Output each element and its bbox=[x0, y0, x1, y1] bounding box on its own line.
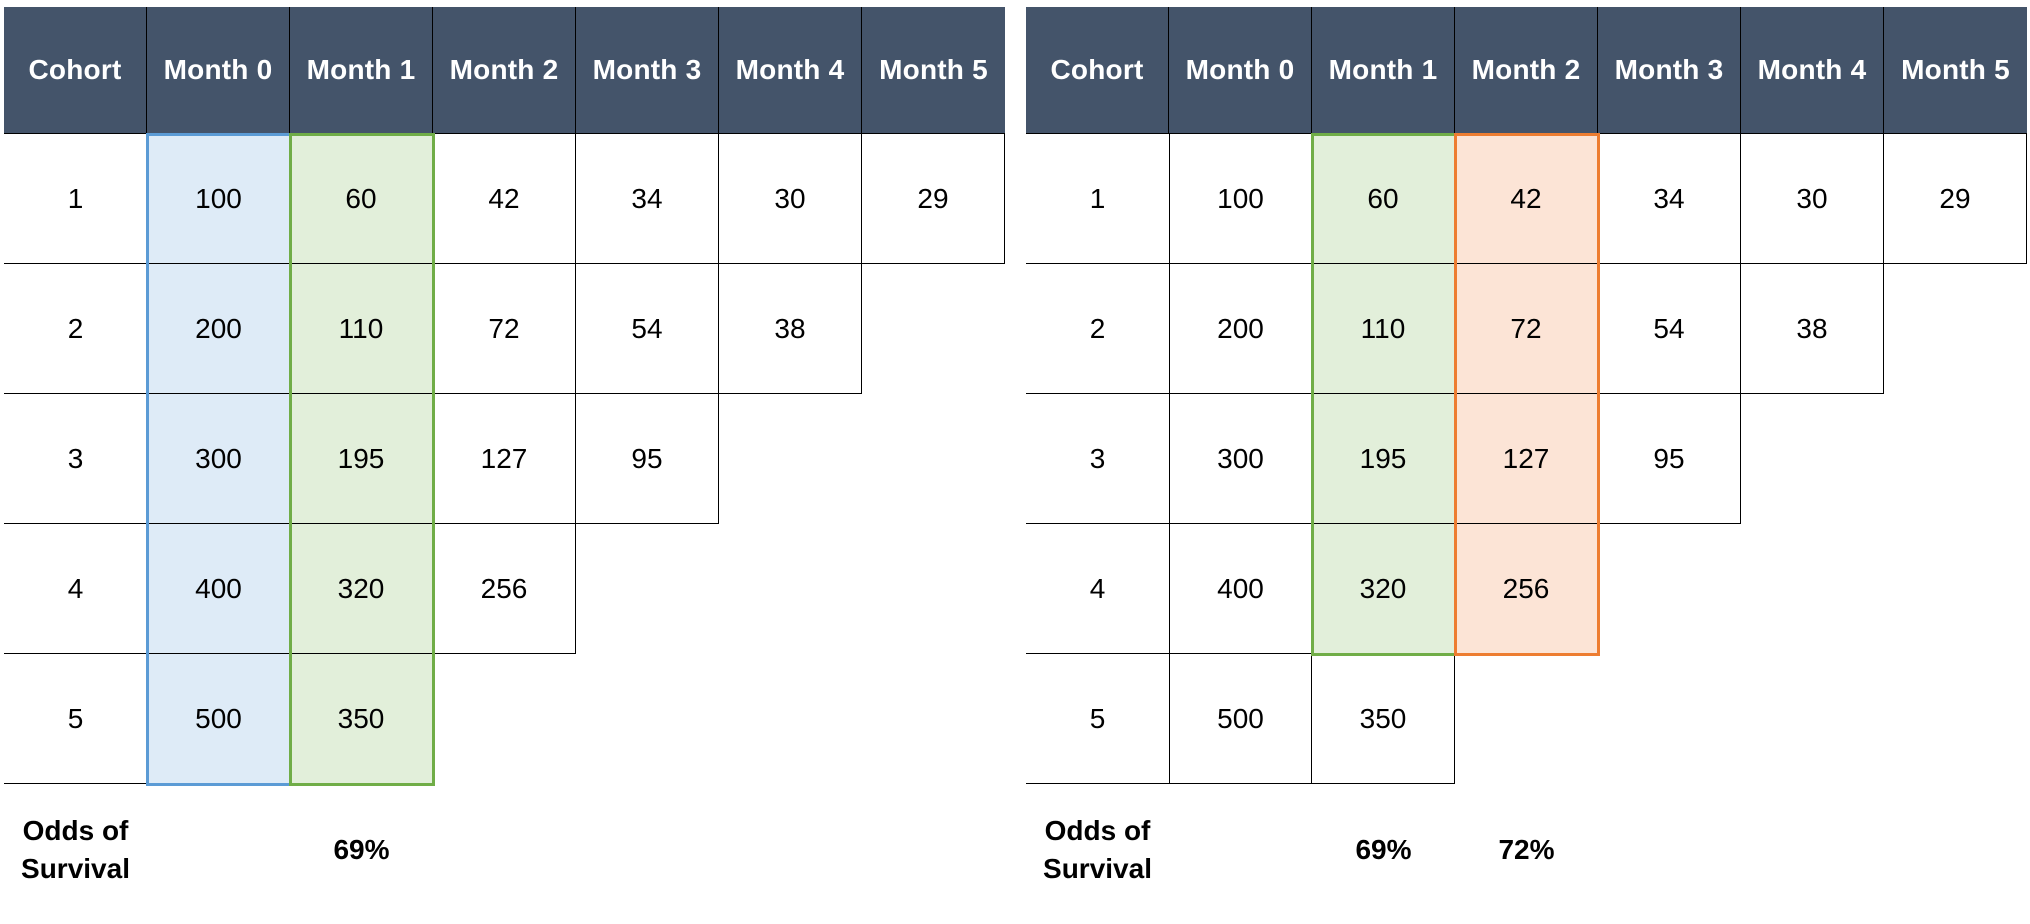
value-cell: 110 bbox=[1312, 264, 1455, 394]
value-cell: 54 bbox=[1598, 264, 1741, 394]
value-cell: 256 bbox=[433, 524, 576, 654]
value-cell: 54 bbox=[576, 264, 719, 394]
header-cell-month-5: Month 5 bbox=[862, 7, 1005, 134]
value-cell: 95 bbox=[576, 394, 719, 524]
value-cell: 34 bbox=[576, 134, 719, 264]
cohort-cell: 5 bbox=[1026, 654, 1169, 784]
header-cell-month-4: Month 4 bbox=[1741, 7, 1884, 134]
value-cell: 195 bbox=[1312, 394, 1455, 524]
header-cell-month-0: Month 0 bbox=[147, 7, 290, 134]
cohort-cell: 1 bbox=[4, 134, 147, 264]
value-cell: 34 bbox=[1598, 134, 1741, 264]
cohort-cell: 3 bbox=[4, 394, 147, 524]
value-cell: 400 bbox=[147, 524, 290, 654]
header-cell-month-2: Month 2 bbox=[1455, 7, 1598, 134]
value-cell: 500 bbox=[147, 654, 290, 784]
value-cell: 72 bbox=[433, 264, 576, 394]
odds-of-survival-label: Odds of Survival bbox=[21, 815, 130, 884]
value-cell: 127 bbox=[1455, 394, 1598, 524]
value-cell: 320 bbox=[290, 524, 433, 654]
header-cell-month-4: Month 4 bbox=[719, 7, 862, 134]
value-cell: 29 bbox=[1884, 134, 2027, 264]
header-cell-month-1: Month 1 bbox=[290, 7, 433, 134]
value-cell: 42 bbox=[433, 134, 576, 264]
cohort-cell: 2 bbox=[4, 264, 147, 394]
cohort-cell: 4 bbox=[1026, 524, 1169, 654]
value-cell: 200 bbox=[147, 264, 290, 394]
value-cell: 38 bbox=[719, 264, 862, 394]
cohort-table-left: Cohort Month 0 Month 1 Month 2 Month 3 Month … bbox=[4, 7, 1006, 919]
value-cell: 60 bbox=[290, 134, 433, 264]
header-cell-month-3: Month 3 bbox=[576, 7, 719, 134]
header-cell-month-1: Month 1 bbox=[1312, 7, 1455, 134]
cohort-cell: 3 bbox=[1026, 394, 1169, 524]
value-cell: 350 bbox=[290, 654, 433, 784]
value-cell: 127 bbox=[433, 394, 576, 524]
cohort-cell: 2 bbox=[1026, 264, 1169, 394]
header-cell-month-3: Month 3 bbox=[1598, 7, 1741, 134]
cohort-cell: 5 bbox=[4, 654, 147, 784]
header-cell-month-5: Month 5 bbox=[1884, 7, 2027, 134]
header-cell-month-0: Month 0 bbox=[1169, 7, 1312, 134]
value-cell: 400 bbox=[1169, 524, 1312, 654]
value-cell: 100 bbox=[1169, 134, 1312, 264]
value-cell: 95 bbox=[1598, 394, 1741, 524]
cohort-cell: 1 bbox=[1026, 134, 1169, 264]
header-cell-cohort: Cohort bbox=[1026, 7, 1169, 134]
odds-of-survival-label: Odds of Survival bbox=[1043, 815, 1152, 884]
header-cell-cohort: Cohort bbox=[4, 7, 147, 134]
value-cell: 60 bbox=[1312, 134, 1455, 264]
value-cell: 30 bbox=[1741, 134, 1884, 264]
value-cell: 300 bbox=[147, 394, 290, 524]
value-cell: 30 bbox=[719, 134, 862, 264]
value-cell: 300 bbox=[1169, 394, 1312, 524]
odds-of-survival-value: 69% bbox=[1355, 834, 1412, 865]
odds-of-survival-value: 69% bbox=[333, 834, 390, 865]
header-row: Cohort Month 0 Month 1 Month 2 Month 3 Month … bbox=[1026, 7, 2027, 134]
value-cell: 72 bbox=[1455, 264, 1598, 394]
value-cell: 100 bbox=[147, 134, 290, 264]
value-cell: 42 bbox=[1455, 134, 1598, 264]
value-cell: 500 bbox=[1169, 654, 1312, 784]
value-cell: 110 bbox=[290, 264, 433, 394]
value-cell: 320 bbox=[1312, 524, 1455, 654]
value-cell: 350 bbox=[1312, 654, 1455, 784]
value-cell: 256 bbox=[1455, 524, 1598, 654]
header-row: Cohort Month 0 Month 1 Month 2 Month 3 Month … bbox=[4, 7, 1005, 134]
header-cell-month-2: Month 2 bbox=[433, 7, 576, 134]
value-cell: 29 bbox=[862, 134, 1005, 264]
value-cell: 200 bbox=[1169, 264, 1312, 394]
cohort-cell: 4 bbox=[4, 524, 147, 654]
value-cell: 38 bbox=[1741, 264, 1884, 394]
cohort-table-right: Cohort Month 0 Month 1 Month 2 Month 3 Month … bbox=[1026, 7, 2028, 919]
odds-of-survival-value: 72% bbox=[1498, 834, 1555, 865]
value-cell: 195 bbox=[290, 394, 433, 524]
